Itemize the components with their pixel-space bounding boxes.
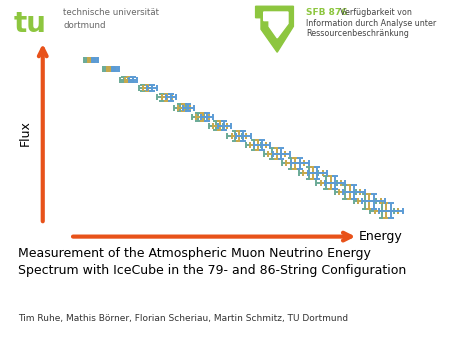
Text: Flux: Flux — [18, 121, 31, 146]
Polygon shape — [256, 6, 293, 52]
Text: Ressourcenbeschränkung: Ressourcenbeschränkung — [306, 29, 409, 38]
Text: tu: tu — [14, 10, 46, 38]
Text: SFB 876: SFB 876 — [306, 8, 347, 18]
Text: Measurement of the Atmospheric Muon Neutrino Energy
Spectrum with IceCube in the: Measurement of the Atmospheric Muon Neut… — [18, 247, 406, 277]
Text: Energy: Energy — [359, 230, 403, 243]
Text: Information durch Analyse unter: Information durch Analyse unter — [306, 19, 436, 28]
Text: Tim Ruhe, Mathis Börner, Florian Scheriau, Martin Schmitz, TU Dortmund: Tim Ruhe, Mathis Börner, Florian Scheria… — [18, 314, 348, 323]
Polygon shape — [264, 12, 288, 38]
Text: technische universität
dortmund: technische universität dortmund — [63, 8, 159, 30]
Text: Verfügbarkeit von: Verfügbarkeit von — [340, 8, 412, 18]
